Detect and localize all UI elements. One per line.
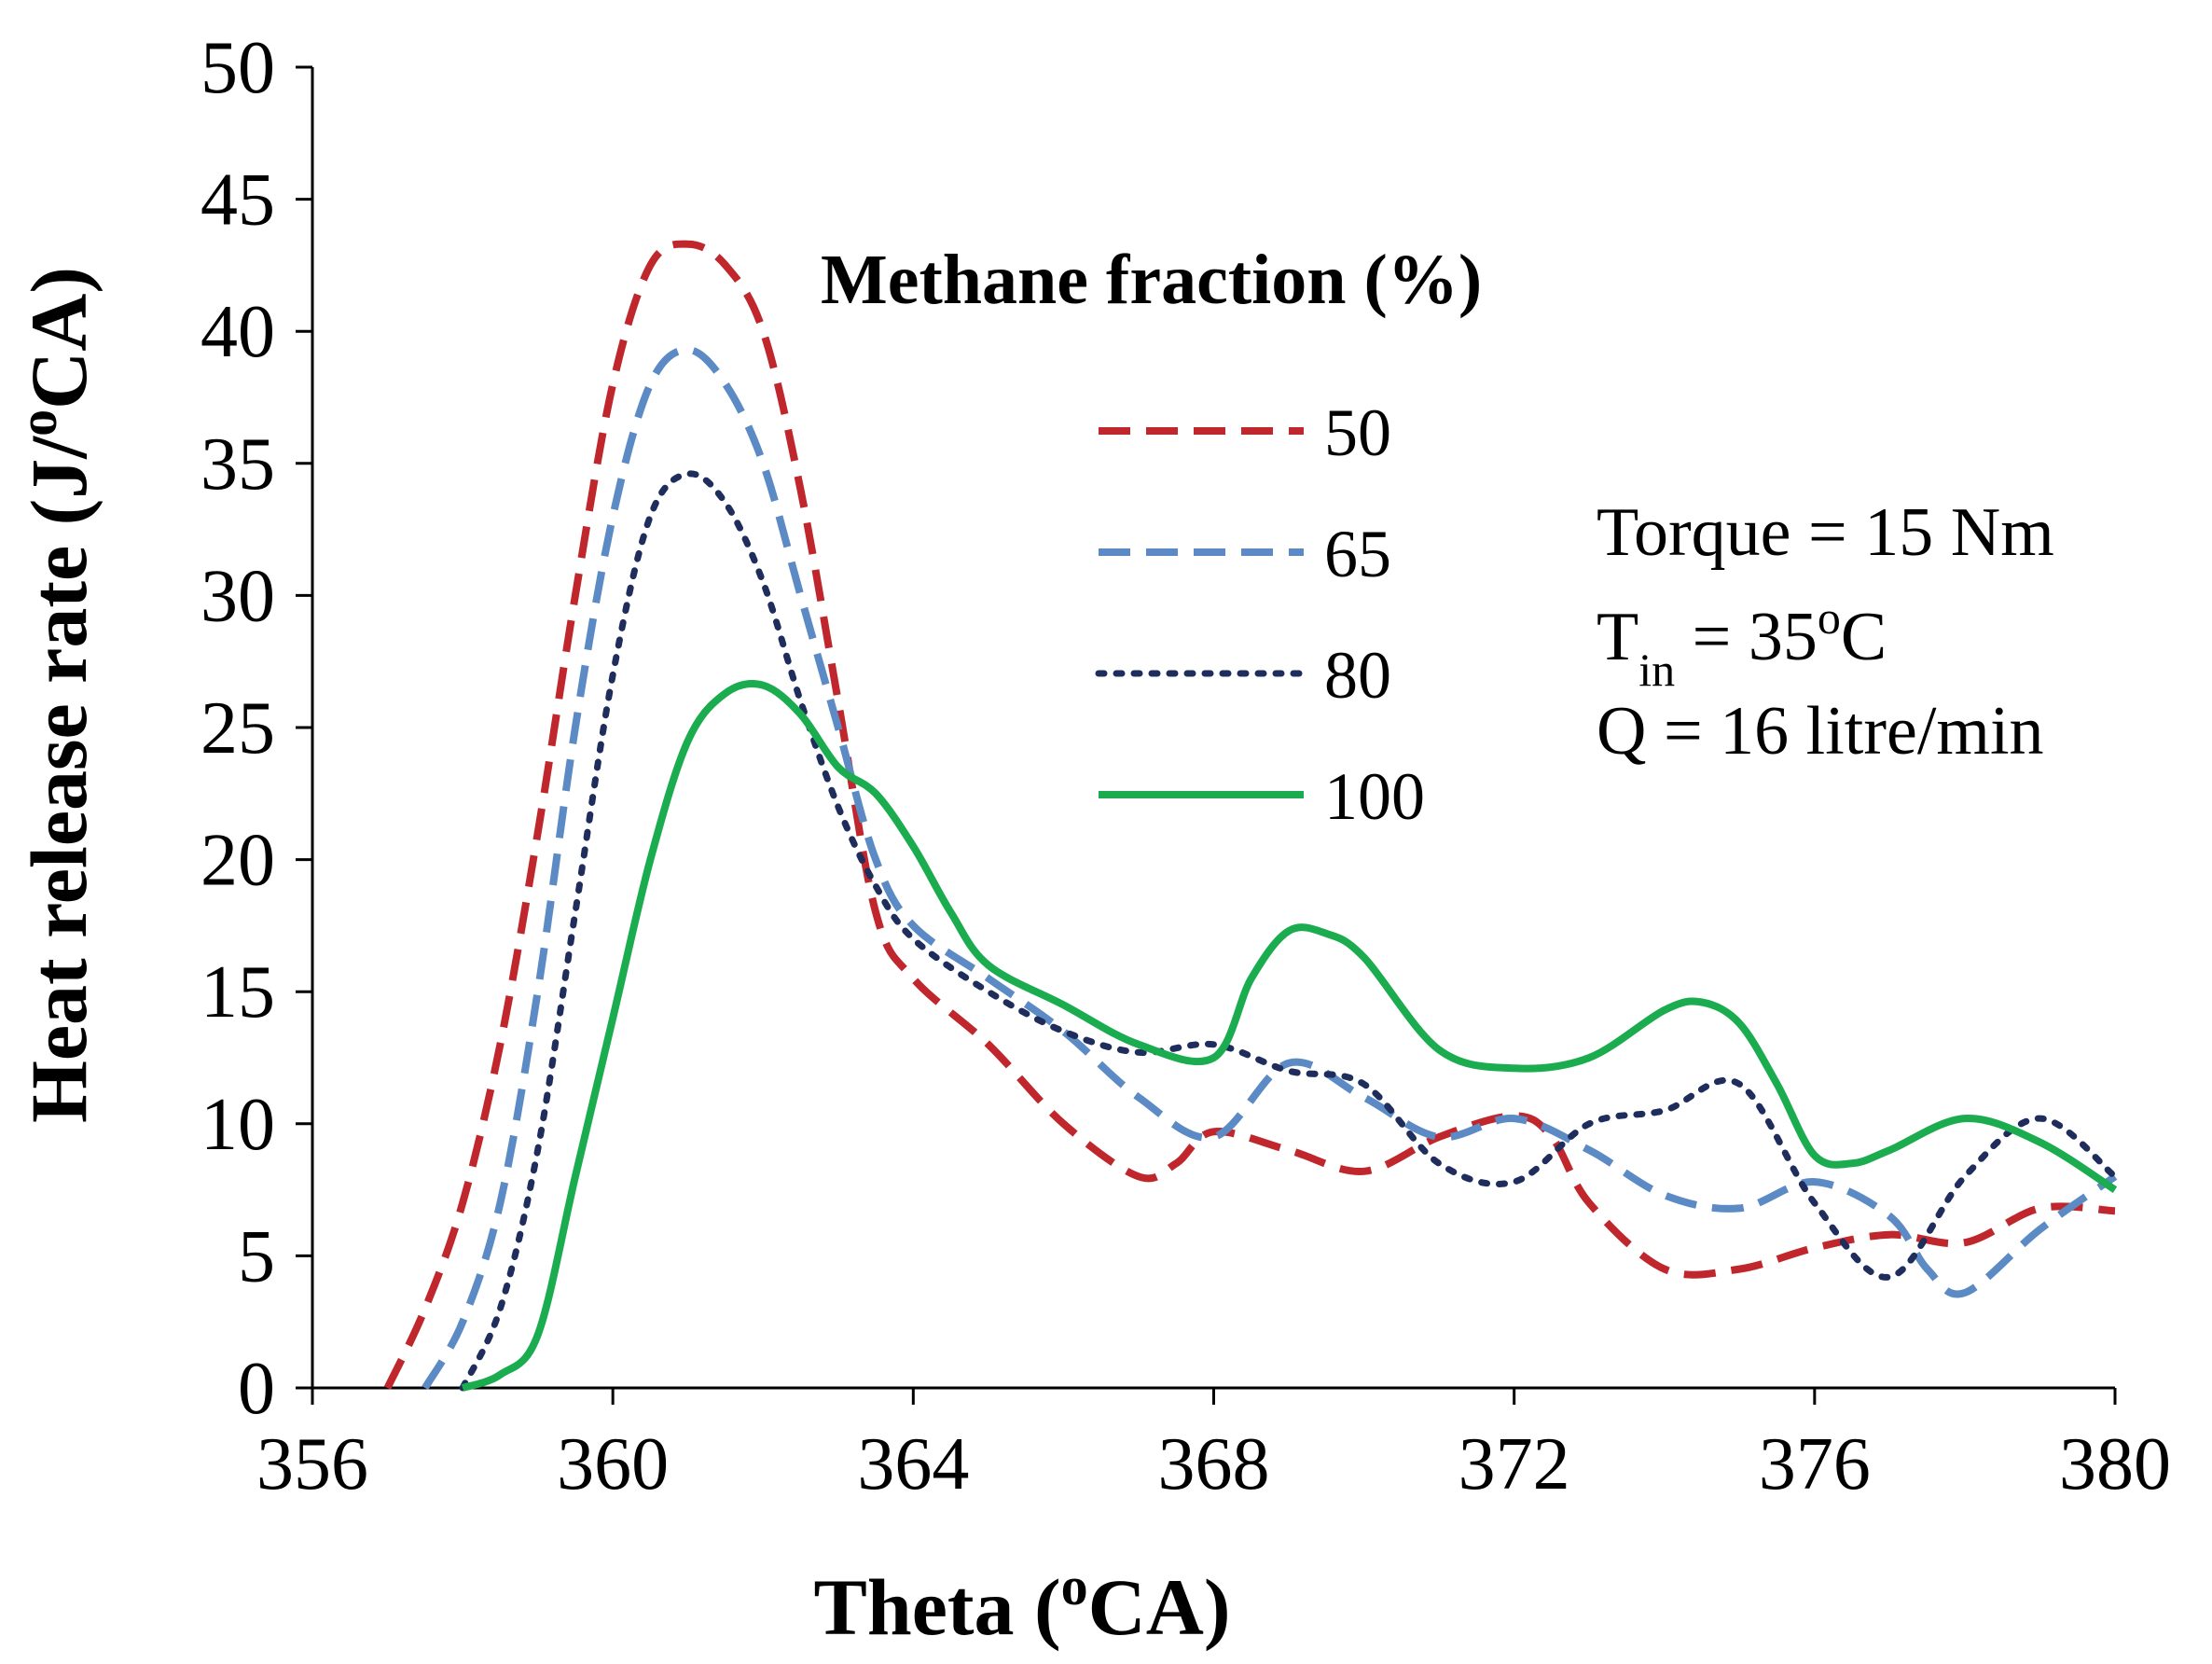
inlet-temp-mid: = 35	[1675, 599, 1818, 675]
operating-conditions: Torque = 15 Nm Tin = 35oC Q = 16 litre/m…	[1597, 494, 2054, 770]
y-tick-label: 15	[200, 951, 275, 1033]
x-axis-title: Theta (oCA)	[814, 1556, 1231, 1653]
y-tick-label: 35	[200, 423, 275, 506]
x-tick-label: 364	[857, 1423, 969, 1505]
x-axis-title-end: CA)	[1088, 1562, 1231, 1652]
y-axis-title-sup: o	[7, 409, 68, 437]
x-tick-label: 376	[1759, 1423, 1871, 1505]
x-tick-label: 360	[557, 1423, 669, 1505]
y-tick-label: 30	[200, 555, 275, 637]
y-axis-ticks: 0 5 10 15 20 25 30 35 40 45 50	[200, 27, 312, 1430]
y-tick-label: 45	[200, 159, 275, 242]
y-axis-title: Heat release rate (J/oCA)	[7, 267, 104, 1123]
x-axis-title-main: Theta (	[814, 1562, 1061, 1652]
y-tick-label: 50	[200, 27, 275, 109]
legend-label-50: 50	[1324, 395, 1391, 470]
y-tick-label: 10	[200, 1084, 275, 1166]
inlet-temp-sub: in	[1638, 644, 1675, 696]
series-line-50	[383, 240, 2116, 1390]
series-line-100	[461, 680, 2118, 1392]
legend-title: Methane fraction (%)	[821, 241, 1482, 319]
inlet-temp-sup: o	[1818, 591, 1841, 644]
inlet-temp-annotation: Tin = 35oC	[1597, 591, 1887, 696]
legend-label-80: 80	[1324, 638, 1391, 713]
flow-annotation: Q = 16 litre/min	[1597, 693, 2044, 770]
x-tick-label: 368	[1158, 1423, 1270, 1505]
y-axis-title-main: Heat release rate (J/	[14, 436, 104, 1123]
legend: 50 65 80 100	[1095, 395, 1425, 834]
x-axis-title-sup: o	[1061, 1556, 1088, 1616]
inlet-temp-end: C	[1841, 599, 1887, 675]
legend-label-100: 100	[1324, 759, 1425, 834]
inlet-temp-main: T	[1597, 599, 1638, 675]
series-line-65	[422, 346, 2118, 1391]
x-tick-label: 380	[2059, 1423, 2171, 1505]
x-tick-label: 356	[256, 1423, 368, 1505]
series-layer	[383, 240, 2119, 1392]
y-tick-label: 25	[200, 687, 275, 770]
y-tick-label: 0	[238, 1348, 275, 1430]
y-tick-label: 20	[200, 820, 275, 902]
x-axis-ticks: 356 360 364 368 372 376 380	[256, 1388, 2171, 1505]
series-line-80	[459, 470, 2119, 1392]
legend-label-65: 65	[1324, 517, 1391, 591]
torque-annotation: Torque = 15 Nm	[1597, 494, 2054, 571]
x-tick-label: 372	[1459, 1423, 1570, 1505]
y-tick-label: 5	[238, 1215, 275, 1297]
y-axis-title-end: CA)	[14, 267, 104, 409]
y-tick-label: 40	[200, 291, 275, 373]
